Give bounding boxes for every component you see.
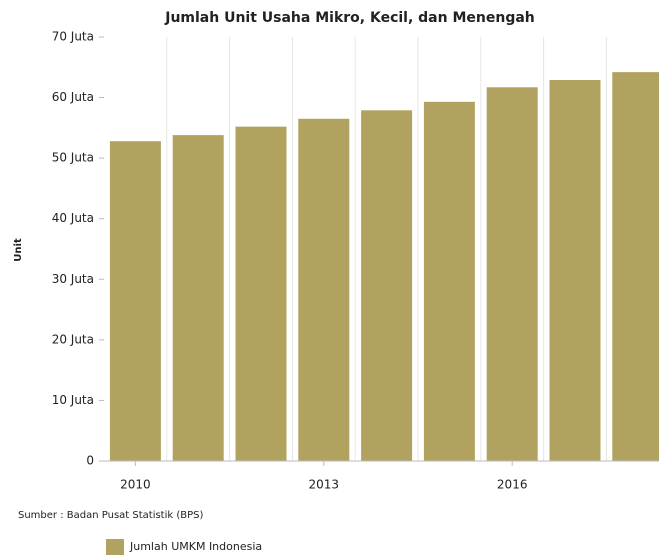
source: Sumber : Badan Pusat Statistik (BPS): [18, 510, 203, 521]
x-tick-label: 2013: [309, 478, 340, 492]
chart-title: Jumlah Unit Usaha Mikro, Kecil, dan Mene…: [164, 10, 535, 26]
y-tick-label: 60 Juta: [52, 90, 94, 104]
y-tick-label: 40 Juta: [52, 211, 94, 225]
x-tick-label: 2010: [120, 478, 151, 492]
y-tick-label: 0: [86, 454, 94, 468]
bar: [172, 135, 224, 461]
bar: [361, 110, 413, 461]
y-tick-label: 30 Juta: [52, 272, 94, 286]
bar: [549, 80, 601, 462]
y-tick-label: 10 Juta: [52, 393, 94, 407]
bar: [109, 141, 161, 461]
bar: [298, 118, 350, 462]
bar: [612, 72, 659, 461]
y-tick-label: 50 Juta: [52, 151, 94, 165]
bar: [486, 87, 538, 461]
y-axis-label: Unit: [13, 238, 24, 262]
y-tick-label: 70 Juta: [52, 30, 94, 44]
y-tick-label: 20 Juta: [52, 332, 94, 346]
x-tick-label: 2016: [497, 478, 528, 492]
legend-label: Jumlah UMKM Indonesia: [129, 540, 262, 553]
legend-swatch: [106, 539, 124, 555]
bar: [423, 101, 475, 461]
bar: [235, 126, 287, 461]
